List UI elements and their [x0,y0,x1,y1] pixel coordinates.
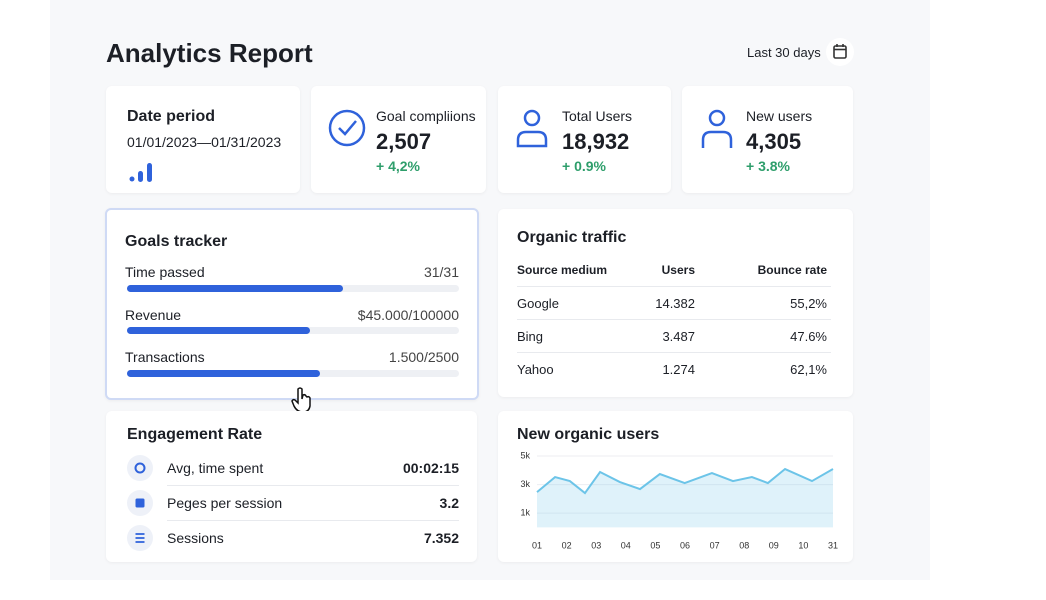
table-cell: 1.274 [662,362,695,377]
stat-value: 18,932 [562,129,630,154]
date-value: 01/01/2023—01/31/2023 [127,134,282,150]
card-title: Organic traffic [517,229,627,246]
goals-card[interactable]: Goals tracker Time passed 31/31 Revenue … [105,208,479,400]
page-title: Analytics Report [106,38,313,68]
table-cell: 62,1% [790,362,827,377]
card-label: Date period [127,108,216,125]
icon [134,462,146,474]
stat-label: Total Users [562,108,633,124]
progress-track [127,370,459,377]
x-tick-label: 09 [769,540,779,550]
icon [135,533,145,543]
x-tick-label: 04 [621,540,631,550]
stat-change: + 4,2% [376,158,420,174]
check-icon [328,109,366,147]
y-tick-label: 5k [520,450,530,460]
x-tick-label: 10 [798,540,808,550]
row-separator [517,319,831,320]
x-tick-label: 31 [828,540,838,550]
chart-title: New organic users [517,426,660,443]
goal-label: Time passed [125,264,205,280]
organic-traffic-card: Organic traffic Source medium Users Bounce… [498,209,853,397]
user-icon [516,109,548,148]
table-cell: Google [517,296,559,311]
calendar-icon [833,44,847,59]
stat-card: New users 4,305 + 3.8% [682,86,853,193]
stat-card: Total Users 18,932 + 0.9% [498,86,671,193]
engagement-label: Avg, time spent [167,460,264,476]
engagement-value: 7.352 [423,530,459,546]
traffic-table: Source medium Users Bounce rate Google 14.38… [517,263,831,393]
progress-bar [127,327,310,334]
table-cell: 55,2% [790,296,827,311]
row-icon [127,455,153,481]
table-cell: 47.6% [790,329,827,344]
y-tick-label: 3k [520,479,530,489]
row-separator [167,520,459,521]
goal-label: Transactions [125,349,205,365]
stat-card: Goal compliions 2,507 + 4,2% [311,86,486,193]
chart-card: New organic users 5k 3k 1k 01 02 03 04 05 06 07 08… [498,411,853,562]
column-header: Users [661,263,695,277]
progress-bar [127,285,343,292]
row-separator [517,352,831,353]
progress-track [127,327,459,334]
user-icon [701,109,733,148]
engagement-list: Avg, time spent 00:02:15 Peges per session… [127,453,459,563]
stat-label: New users [746,108,813,124]
x-tick-label: 07 [710,540,720,550]
table-cell: Bing [517,329,544,344]
engagement-label: Peges per session [167,495,283,511]
column-header: Source medium [517,263,608,277]
table-cell: 3.487 [662,329,695,344]
x-tick-label: 06 [680,540,690,550]
date-period-card: Date period 01/01/2023—01/31/2023 [106,86,300,193]
x-tick-label: 01 [532,540,542,550]
chart: 5k 3k 1k 01 02 03 04 05 06 07 08 09 10 31 [520,450,838,550]
hand-cursor [291,387,311,413]
goal-value: 1.500/2500 [388,349,459,365]
goal-label: Revenue [125,307,182,323]
stat-value: 4,305 [746,129,802,154]
stat-change: + 0.9% [562,158,606,174]
table-cell: 14.382 [655,296,695,311]
stat-change: + 3.8% [746,158,790,174]
engagement-value: 00:02:15 [402,460,459,476]
x-tick-label: 02 [562,540,572,550]
stat-label: Goal compliions [376,108,476,124]
engagement-label: Sessions [167,530,224,546]
row-separator [517,286,831,287]
calendar-button[interactable] [826,38,854,66]
x-tick-label: 08 [739,540,749,550]
row-icon [127,525,153,551]
goal-value: $45.000/100000 [357,307,459,323]
card-title: Goals tracker [125,233,228,250]
column-header: Bounce rate [757,263,827,277]
icon [135,498,145,508]
table-cell: Yahoo [517,362,554,377]
engagement-card: Engagement Rate Avg, time spent 00:02:15 P… [106,411,477,562]
progress-track [127,285,459,292]
line [536,467,834,495]
area [537,469,833,528]
row-icon [127,490,153,516]
stat-value: 2,507 [376,129,432,154]
x-tick-label: 05 [650,540,660,550]
row-separator [167,485,459,486]
progress-bar [127,370,320,377]
card-title: Engagement Rate [127,426,263,443]
engagement-value: 3.2 [439,495,459,511]
bars-icon [129,163,152,182]
x-tick-label: 03 [591,540,601,550]
date-range[interactable]: Last 30 days [747,45,821,60]
y-tick-label: 1k [520,508,530,518]
goal-value: 31/31 [423,264,459,280]
